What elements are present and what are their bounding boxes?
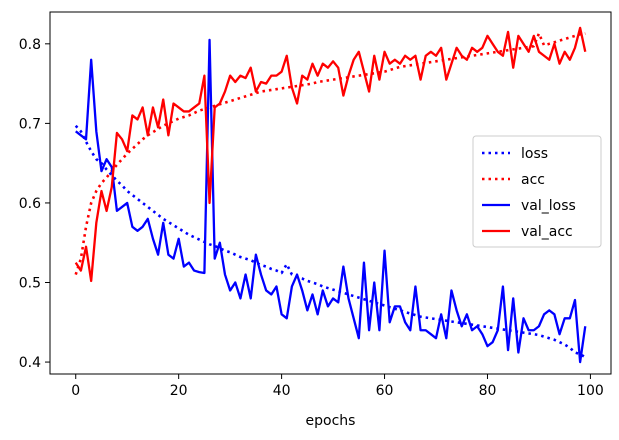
legend-label-val-acc: val_acc [521, 224, 573, 240]
y-axis: 0.4 0.5 0.6 0.7 0.8 [19, 37, 50, 371]
x-axis: 0 20 40 60 80 100 [71, 374, 604, 399]
legend-label-acc: acc [521, 172, 545, 188]
legend-label-loss: loss [521, 146, 548, 162]
series-line-val-acc [74, 26, 587, 283]
y-tick-label: 0.4 [19, 355, 41, 371]
x-tick-label: 20 [170, 383, 188, 399]
y-tick-label: 0.6 [19, 196, 41, 212]
plot-frame [49, 11, 612, 375]
y-tick-label: 0.7 [19, 116, 41, 132]
legend-label-val-loss: val_loss [521, 198, 576, 214]
x-axis-title: epochs [306, 413, 356, 429]
plot-lines [74, 26, 587, 364]
y-tick-label: 0.5 [19, 276, 41, 292]
series-line-val-loss [75, 38, 587, 364]
x-tick-label: 40 [273, 383, 291, 399]
legend: loss acc val_loss val_acc [472, 135, 602, 248]
x-tick-label: 0 [71, 383, 80, 399]
y-tick-label: 0.8 [19, 37, 41, 53]
legend-frame [472, 135, 602, 248]
series-line-acc [74, 32, 586, 275]
x-tick-label: 100 [577, 383, 604, 399]
x-tick-label: 60 [376, 383, 394, 399]
x-tick-label: 80 [479, 383, 497, 399]
